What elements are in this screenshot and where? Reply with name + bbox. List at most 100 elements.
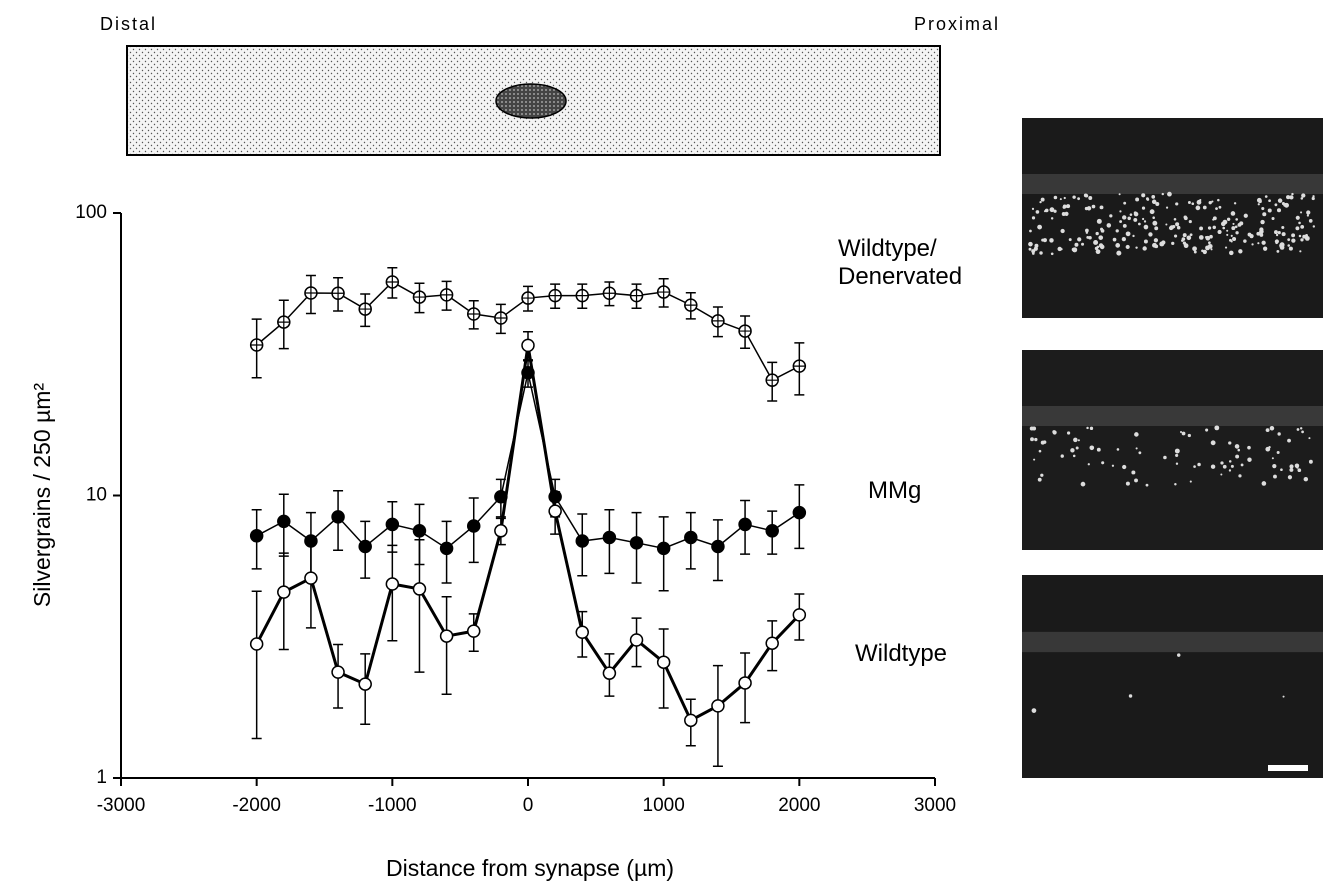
micrograph-dot bbox=[1276, 451, 1280, 455]
micrograph-dot bbox=[1085, 228, 1089, 233]
micrograph-dot bbox=[1256, 231, 1261, 236]
micrograph-dot bbox=[1177, 653, 1181, 657]
micrograph-dot bbox=[1070, 448, 1075, 453]
micrograph-dot bbox=[1125, 481, 1130, 486]
micrograph-dot bbox=[1143, 239, 1148, 244]
micrograph-dot bbox=[1257, 203, 1260, 206]
micrograph-dot bbox=[1138, 451, 1142, 455]
micrograph-band bbox=[1022, 631, 1323, 653]
micrograph-dot bbox=[1119, 210, 1122, 213]
micrograph-dot bbox=[1289, 467, 1294, 472]
micrograph-dot bbox=[1283, 203, 1287, 207]
error-bar bbox=[387, 544, 398, 642]
micrograph-dot bbox=[1096, 218, 1102, 224]
micrograph-dot bbox=[1262, 246, 1268, 251]
micrograph-dot bbox=[1181, 431, 1186, 436]
micrograph bbox=[1022, 575, 1323, 778]
micrograph-dot bbox=[1308, 437, 1311, 440]
micrograph-dot bbox=[1205, 428, 1209, 432]
micrograph-dot bbox=[1131, 470, 1136, 475]
micrograph-dot bbox=[1182, 233, 1187, 238]
micrograph-dot bbox=[1138, 222, 1141, 226]
x-axis-label: Distance from synapse (µm) bbox=[386, 855, 674, 881]
micrograph-dot bbox=[1129, 213, 1133, 216]
micrograph-dot bbox=[1206, 238, 1210, 241]
micrograph-dot bbox=[1278, 199, 1282, 203]
micrograph-dot bbox=[1040, 473, 1044, 477]
micrograph-dot bbox=[1093, 239, 1099, 245]
data-point bbox=[684, 530, 698, 545]
point-cross bbox=[494, 311, 507, 324]
micrograph-dot bbox=[1312, 195, 1315, 198]
micrograph-dot bbox=[1235, 231, 1239, 235]
micrograph-dot bbox=[1217, 198, 1220, 202]
point-cross bbox=[711, 314, 724, 327]
micrograph-dot bbox=[1230, 211, 1236, 216]
y-tick-label: 100 bbox=[75, 202, 107, 223]
x-tick-label: 0 bbox=[523, 795, 534, 816]
micrograph-dot bbox=[1209, 234, 1213, 239]
micrograph-dot bbox=[1275, 233, 1279, 237]
micrograph-dot bbox=[1040, 197, 1045, 202]
micrograph-dot bbox=[1135, 197, 1140, 202]
micrograph-dot bbox=[1220, 461, 1224, 465]
micrograph-dot bbox=[1247, 457, 1252, 462]
micrograph-dot bbox=[1306, 214, 1310, 217]
error-bar bbox=[712, 664, 723, 768]
micrograph-band bbox=[1022, 406, 1323, 426]
error-bar bbox=[251, 590, 262, 740]
micrograph-dot bbox=[1259, 229, 1264, 234]
data-point bbox=[331, 510, 345, 524]
data-point bbox=[494, 524, 508, 538]
point-cross bbox=[739, 325, 752, 338]
micrograph-dot bbox=[1226, 217, 1231, 221]
micrograph-dot bbox=[1238, 249, 1243, 254]
micrograph-dot bbox=[1039, 201, 1042, 204]
micrograph-dot bbox=[1099, 205, 1104, 210]
micrograph-dot bbox=[1134, 478, 1138, 483]
micrograph-dot bbox=[1174, 448, 1180, 454]
micrograph-dot bbox=[1112, 237, 1117, 242]
micrograph-dot bbox=[1060, 228, 1065, 234]
micrograph-dot bbox=[1311, 196, 1315, 201]
micrograph-dot bbox=[1072, 195, 1076, 199]
micrograph-dot bbox=[1260, 219, 1265, 225]
micrograph-dot bbox=[1287, 475, 1293, 480]
micrograph-dot bbox=[1297, 468, 1302, 473]
micrograph-dot bbox=[1086, 206, 1092, 211]
micrograph-dot bbox=[1230, 240, 1233, 243]
micrograph-dot bbox=[1220, 473, 1223, 476]
micrograph-dot bbox=[1154, 244, 1159, 249]
micrograph-dot bbox=[1235, 218, 1238, 221]
micrograph-dot bbox=[1211, 200, 1214, 203]
micrograph-dot bbox=[1176, 225, 1181, 230]
micrograph-dot bbox=[1151, 199, 1157, 205]
micrograph-dot bbox=[1272, 464, 1277, 469]
point-cross bbox=[684, 299, 697, 312]
error-bar bbox=[441, 596, 452, 695]
series-label: MMg bbox=[868, 477, 922, 504]
micrograph-dot bbox=[1165, 206, 1169, 209]
micrograph-dot bbox=[1217, 229, 1222, 235]
micrograph-dot bbox=[1189, 480, 1192, 483]
micrograph-dot bbox=[1041, 238, 1045, 242]
micrograph-dot bbox=[1034, 437, 1038, 442]
micrograph-dot bbox=[1133, 217, 1138, 222]
micrograph-dot bbox=[1257, 242, 1260, 245]
data-point bbox=[358, 677, 372, 691]
data-point bbox=[738, 676, 752, 690]
micrograph-dot bbox=[1127, 216, 1131, 220]
micrograph-dot bbox=[1050, 252, 1054, 256]
micrograph-dot bbox=[1234, 225, 1238, 229]
micrograph-dot bbox=[1231, 226, 1236, 231]
micrograph-dot bbox=[1077, 197, 1081, 201]
micrograph-dot bbox=[1050, 217, 1054, 220]
data-point bbox=[439, 541, 454, 556]
micrograph-dot bbox=[1052, 430, 1056, 434]
micrograph-dot bbox=[1175, 222, 1180, 227]
micrograph-dot bbox=[1230, 464, 1234, 468]
micrograph-dot bbox=[1143, 220, 1147, 223]
micrograph-dot bbox=[1287, 438, 1291, 443]
